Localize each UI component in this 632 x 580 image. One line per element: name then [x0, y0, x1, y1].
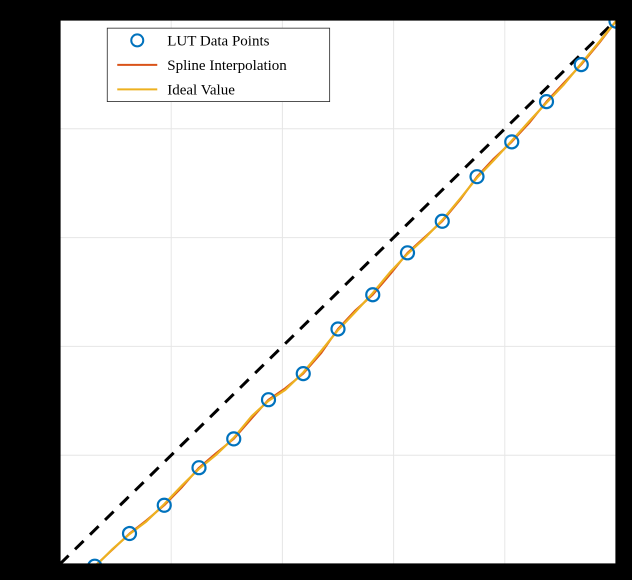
- legend-label: LUT Data Points: [167, 33, 269, 49]
- legend-label: Spline Interpolation: [167, 58, 287, 74]
- chart-svg: LUT Data Points Spline Interpolation Ideal…: [0, 0, 632, 580]
- legend-label: Ideal Value: [167, 82, 235, 98]
- chart-container: { "chart": { "type": "line+scatter", "wi…: [0, 0, 632, 580]
